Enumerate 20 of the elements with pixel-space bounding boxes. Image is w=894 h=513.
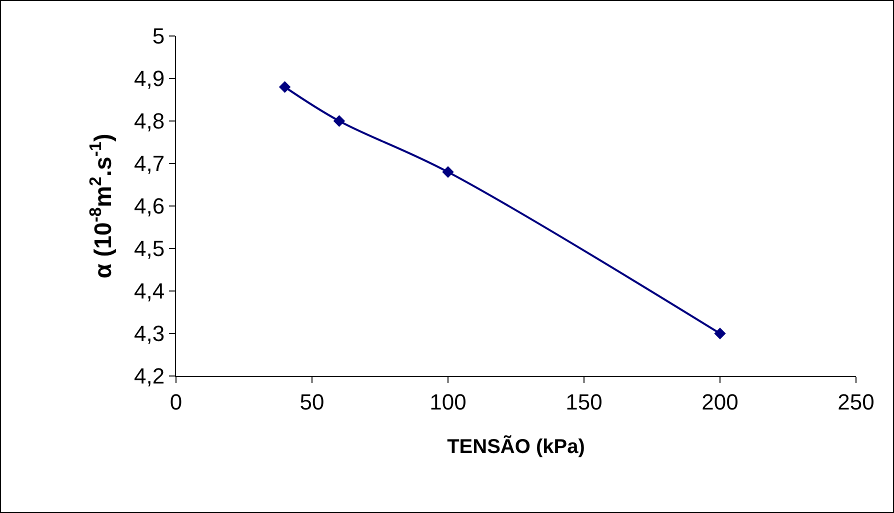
- y-tick-label: 4,8: [134, 108, 165, 134]
- point: [278, 81, 291, 93]
- y-tick-label: 4,2: [134, 364, 165, 389]
- point: [714, 328, 726, 340]
- y-tick-label: 4,3: [134, 321, 165, 346]
- x-tick-label: 250: [838, 389, 874, 414]
- x-tick-label: 0: [170, 389, 182, 414]
- y-tick-label: 4,9: [134, 66, 165, 92]
- y-tick-label: 4,5: [134, 236, 165, 262]
- point: [333, 115, 346, 127]
- y-tick-label: 5: [152, 24, 165, 49]
- y-tick-label: 4,7: [134, 151, 165, 176]
- x-tick-label: 50: [300, 389, 324, 414]
- y-tick-label: 4,6: [134, 194, 165, 219]
- x-axis-title: TENSÃO (kPa): [447, 434, 585, 458]
- x-tick-label: 100: [430, 389, 466, 414]
- x-tick-label: 200: [702, 389, 738, 414]
- y-tick-label: 4,4: [134, 278, 165, 304]
- x-tick-label: 150: [566, 389, 602, 414]
- point: [442, 166, 454, 178]
